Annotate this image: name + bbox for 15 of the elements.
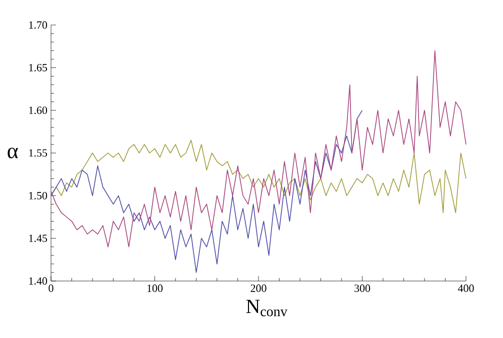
y-tick-label: 1.40 — [29, 277, 48, 285]
y-tick-label: 1.60 — [29, 106, 48, 114]
y-tick-label: 1.50 — [29, 192, 48, 200]
y-tick-label: 1.70 — [29, 21, 48, 29]
x-axis-title: N$_{conv}$ — [246, 300, 288, 316]
x-tick-label: 0 — [48, 284, 54, 292]
x-tick-label: 400 — [458, 284, 474, 292]
y-tick-label: 1.45 — [29, 234, 48, 242]
y-tick-label: 1.65 — [29, 64, 48, 72]
y-tick-label: 1.55 — [29, 149, 48, 157]
x-tick-label: 300 — [354, 284, 370, 292]
x-tick-label: 100 — [147, 284, 163, 292]
x-tick-label: 200 — [250, 284, 266, 292]
y-axis-title: α — [8, 148, 18, 158]
line-series — [50, 50, 466, 248]
